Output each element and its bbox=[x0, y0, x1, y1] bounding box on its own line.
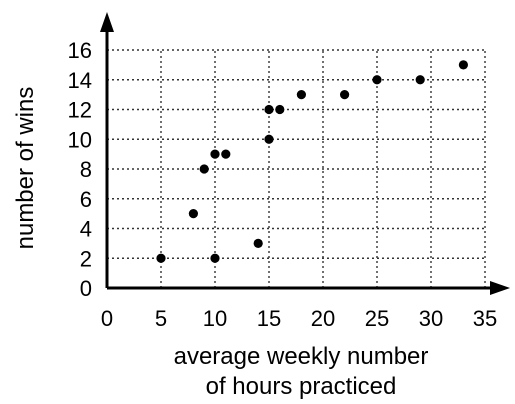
data-point bbox=[372, 75, 382, 85]
y-axis-arrow bbox=[100, 12, 114, 32]
y-tick-label: 4 bbox=[80, 217, 92, 242]
x-axis-title-line-2: of hours practiced bbox=[206, 373, 397, 400]
data-point bbox=[458, 60, 468, 70]
data-points bbox=[156, 60, 468, 263]
x-tick-label: 10 bbox=[203, 306, 227, 331]
data-point bbox=[210, 149, 220, 159]
y-tick-label: 8 bbox=[80, 157, 92, 182]
x-tick-label: 0 bbox=[101, 306, 113, 331]
data-point bbox=[221, 149, 231, 159]
y-tick-label: 16 bbox=[68, 38, 92, 63]
x-tick-labels: 0 5 10 15 20 25 30 35 bbox=[101, 306, 497, 331]
y-axis-title: number of wins bbox=[12, 87, 39, 250]
data-point bbox=[210, 253, 220, 263]
data-point bbox=[199, 164, 209, 174]
x-tick-label: 5 bbox=[155, 306, 167, 331]
data-point bbox=[156, 253, 166, 263]
y-tick-label: 2 bbox=[80, 246, 92, 271]
y-tick-label: 10 bbox=[68, 127, 92, 152]
x-tick-label: 20 bbox=[311, 306, 335, 331]
y-tick-label: 6 bbox=[80, 187, 92, 212]
data-point bbox=[188, 209, 198, 219]
data-point bbox=[340, 90, 350, 100]
data-point bbox=[253, 238, 263, 248]
data-point bbox=[296, 90, 306, 100]
data-point bbox=[275, 104, 285, 115]
x-tick-label: 35 bbox=[473, 306, 497, 331]
x-tick-label: 15 bbox=[257, 306, 281, 331]
y-tick-labels: 0 2 4 6 8 10 12 14 16 bbox=[68, 38, 92, 301]
x-tick-label: 25 bbox=[365, 306, 389, 331]
y-tick-label: 12 bbox=[68, 98, 92, 123]
x-axis-arrow bbox=[490, 281, 510, 295]
x-tick-label: 30 bbox=[419, 306, 443, 331]
data-point bbox=[264, 134, 274, 144]
y-tick-label: 0 bbox=[80, 276, 92, 301]
grid-lines bbox=[107, 49, 486, 288]
data-point bbox=[264, 104, 274, 115]
x-axis-title-line-1: average weekly number bbox=[174, 343, 429, 370]
axes bbox=[100, 12, 510, 295]
data-point bbox=[415, 75, 425, 85]
y-tick-label: 14 bbox=[68, 68, 92, 93]
